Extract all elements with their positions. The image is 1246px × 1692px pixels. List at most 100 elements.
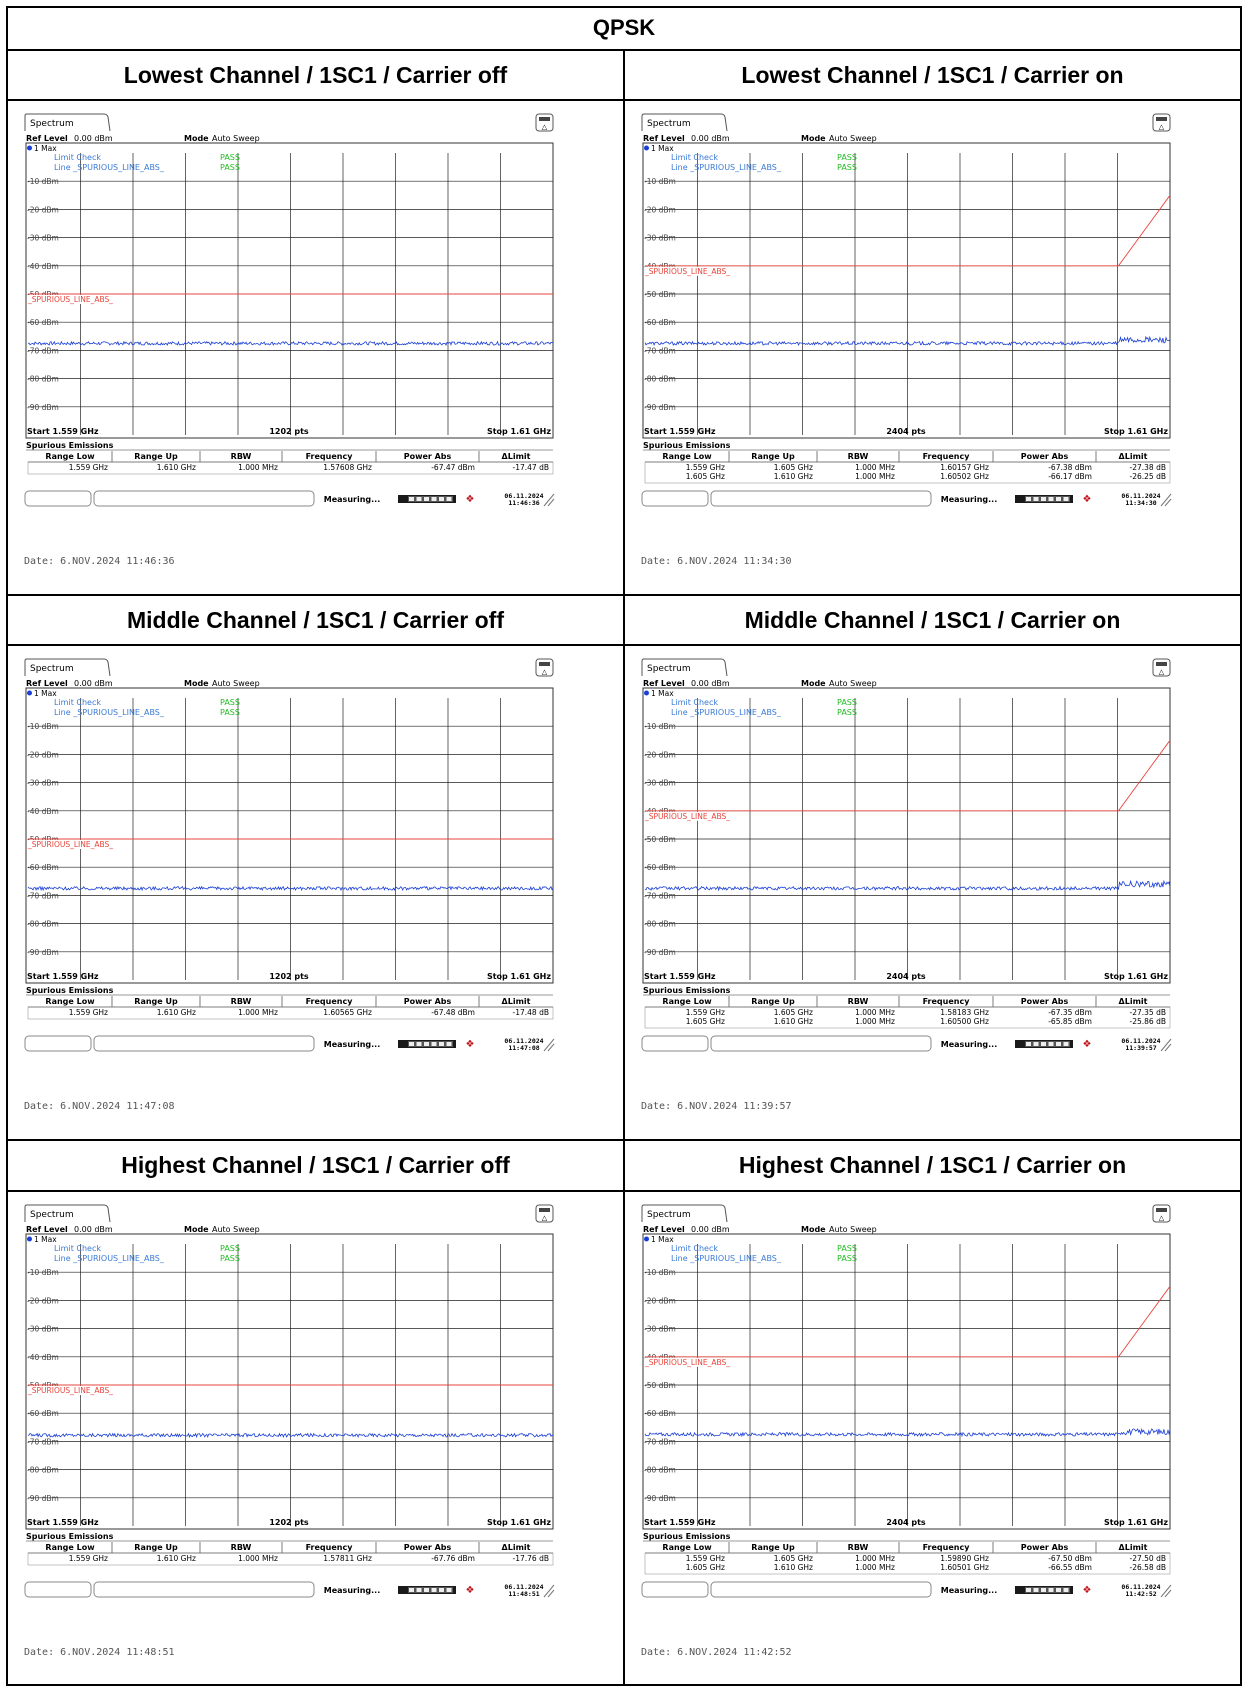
status-box [93, 1581, 315, 1598]
status-box [710, 490, 932, 507]
ref-level-value: 0.00 dBm [691, 679, 730, 688]
progress-segment [1026, 497, 1031, 502]
mode-label: Mode [801, 1225, 826, 1234]
y-tick-label: -20 dBm [27, 751, 59, 760]
progress-segment [409, 497, 414, 502]
ref-level-value: 0.00 dBm [74, 134, 113, 143]
limit-check-status: PASS [837, 698, 857, 707]
start-freq: Start 1.559 GHz [27, 427, 99, 436]
tab-label: Spectrum [647, 1210, 691, 1220]
column-header: Range Up [751, 452, 795, 461]
table-cell: 1.000 MHz [855, 463, 895, 472]
column-header: Range Low [45, 997, 95, 1006]
trace-line [27, 340, 554, 347]
y-tick-label: -10 dBm [644, 178, 676, 187]
tab-label: Spectrum [647, 664, 691, 674]
resize-grip-icon [1160, 1039, 1172, 1052]
spectrum-tab [24, 658, 111, 677]
limit-line [645, 195, 1171, 267]
limit-check-status: PASS [220, 153, 240, 162]
limit-line-label: Line _SPURIOUS_LINE_ABS_ [671, 163, 782, 172]
y-tick-label: -30 dBm [644, 1324, 676, 1333]
status-box [641, 1581, 709, 1598]
limit-check-status: PASS [220, 698, 240, 707]
limit-line-status: PASS [220, 1254, 240, 1263]
limit-line-status: PASS [837, 1254, 857, 1263]
display-config-icon: △ [1159, 668, 1165, 676]
mode-value: Auto Sweep [829, 1225, 877, 1234]
limit-line-label: Line _SPURIOUS_LINE_ABS_ [54, 163, 165, 172]
ref-level-label: Ref Level [643, 134, 685, 143]
limit-check-label: Limit Check [671, 1244, 718, 1253]
table-cell: 1.000 MHz [855, 1563, 895, 1572]
status-box [24, 1035, 92, 1052]
table-body [27, 462, 554, 475]
limit-line-status: PASS [220, 163, 240, 172]
table-cell: 1.559 GHz [686, 1554, 725, 1563]
column-header: Range Up [134, 997, 178, 1006]
progress-bar [1025, 496, 1070, 503]
screenshot-cell: Spectrum △ Ref Level 0.00 dBm Mode Auto Sweep… [622, 99, 1243, 596]
table-cell: -67.38 dBm [1048, 463, 1092, 472]
plot-frame [642, 1233, 1171, 1530]
table-cell: 1.605 GHz [686, 472, 725, 481]
limit-line-label: Line _SPURIOUS_LINE_ABS_ [671, 1254, 782, 1263]
y-tick-label: -30 dBm [27, 779, 59, 788]
tab-label: Spectrum [30, 119, 74, 129]
progress-bar [408, 496, 453, 503]
progress-segment [1033, 1587, 1039, 1592]
progress-bar [408, 1586, 453, 1593]
resize-grip-icon [543, 494, 555, 507]
table-cell: -26.58 dB [1130, 1563, 1166, 1572]
y-tick-label: -70 dBm [27, 347, 59, 356]
progress-segment [1063, 497, 1069, 502]
limit-line-status: PASS [220, 708, 240, 717]
y-tick-label: -50 dBm [644, 290, 676, 299]
clock-time: 11:48:51 [508, 1590, 539, 1598]
display-config-icon [1156, 1207, 1167, 1212]
y-tick-label: -30 dBm [644, 779, 676, 788]
y-tick-label: -80 dBm [27, 375, 59, 384]
table-cell: 1.000 MHz [855, 1554, 895, 1563]
status-box [710, 1581, 932, 1598]
trace-dot-icon [644, 690, 649, 696]
y-tick-label: -40 dBm [644, 262, 676, 271]
capture-date: Date: 6.NOV.2024 11:48:51 [24, 1646, 175, 1658]
y-tick-label: -90 dBm [27, 1493, 59, 1502]
display-config-icon: △ [542, 1214, 548, 1222]
limit-check-label: Limit Check [671, 153, 718, 162]
y-tick-label: -40 dBm [27, 807, 59, 816]
trace-line [644, 1427, 1171, 1437]
limit-line-tag-bg [645, 267, 741, 277]
progress-segment [439, 497, 444, 502]
column-header: Frequency [306, 452, 354, 461]
panel-title: Middle Channel / 1SC1 / Carrier on [622, 593, 1243, 647]
table-cell: 1.000 MHz [855, 472, 895, 481]
table-title: Spurious Emissions [643, 986, 731, 995]
display-config-icon: △ [1159, 1214, 1165, 1222]
limit-check-label: Limit Check [671, 698, 718, 707]
column-header: Range Up [134, 1543, 178, 1552]
panel-title: Middle Channel / 1SC1 / Carrier off [6, 593, 625, 647]
limit-line-tag-bg [645, 812, 741, 822]
status-box [93, 1035, 315, 1052]
limit-line [645, 740, 1171, 812]
tab-label: Spectrum [647, 119, 691, 129]
stop-freq: Stop 1.61 GHz [1104, 972, 1168, 981]
progress-segment [431, 1042, 437, 1047]
limit-check-status: PASS [837, 153, 857, 162]
table-title: Spurious Emissions [643, 441, 731, 450]
ref-level-value: 0.00 dBm [691, 134, 730, 143]
progress-segment [1041, 1587, 1046, 1592]
ref-level-label: Ref Level [26, 1225, 68, 1234]
progress-segment [431, 1587, 437, 1592]
progress-segment [424, 1587, 429, 1592]
y-tick-label: -70 dBm [644, 892, 676, 901]
table-cell: -17.76 dB [513, 1554, 549, 1563]
trace-line [644, 880, 1171, 892]
limit-line-label: Line _SPURIOUS_LINE_ABS_ [54, 708, 165, 717]
limit-line-tag: _SPURIOUS_LINE_ABS_ [27, 295, 113, 304]
table-cell: 1.605 GHz [774, 463, 813, 472]
column-header: Range Low [45, 452, 95, 461]
clock-time: 11:47:08 [508, 1044, 539, 1052]
